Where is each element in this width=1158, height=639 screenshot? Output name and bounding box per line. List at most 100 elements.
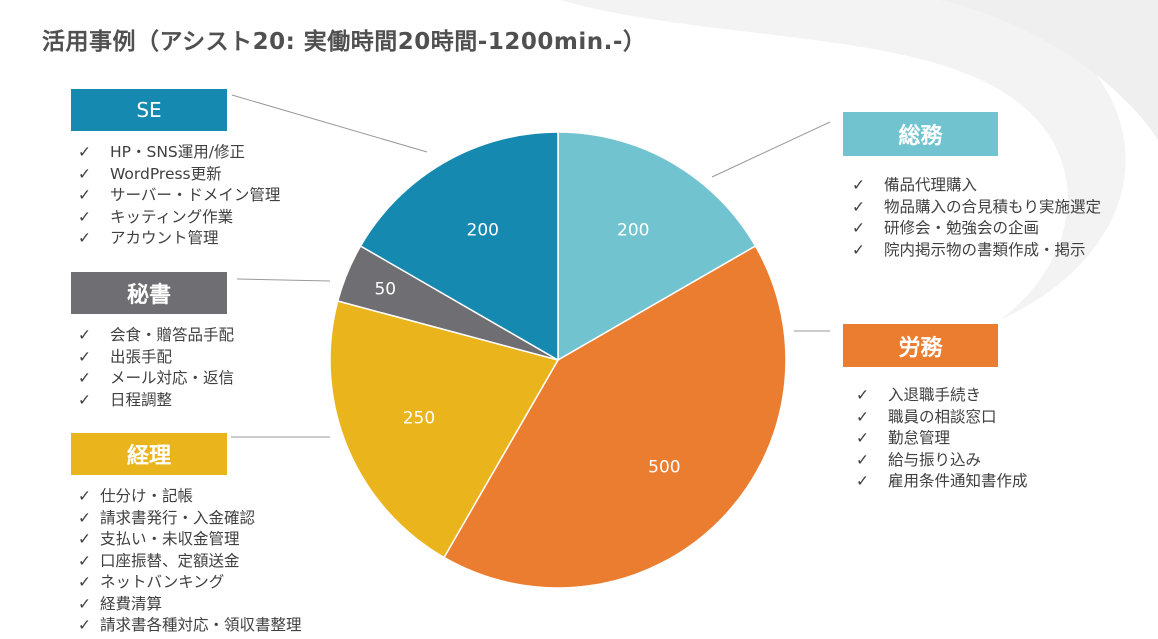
task-item: ✓ 口座振替、定額送金 <box>78 551 302 573</box>
check-icon: ✓ <box>78 326 91 344</box>
pie-slice <box>329 300 560 559</box>
check-icon: ✓ <box>78 530 91 548</box>
pie-slice-value: 500 <box>648 457 680 477</box>
task-item-label: 日程調整 <box>110 390 173 409</box>
task-item: ✓ 職員の相談窓口 <box>856 407 1028 429</box>
check-icon: ✓ <box>852 219 865 237</box>
category-box-accounting: 経理 <box>71 433 227 475</box>
task-item-label: 物品購入の合見積もり実施選定 <box>884 197 1102 216</box>
check-icon: ✓ <box>852 240 865 259</box>
connector-general-affairs <box>711 121 831 178</box>
check-icon: ✓ <box>78 594 91 613</box>
task-item-label: 院内掲示物の書類作成・掲示 <box>884 240 1086 259</box>
task-item-label: サーバー・ドメイン管理 <box>110 186 281 204</box>
task-item-label: アカウント管理 <box>110 229 219 247</box>
task-item: ✓ 勤怠管理 <box>856 428 1028 450</box>
pie-slice-value: 250 <box>403 409 435 429</box>
check-icon: ✓ <box>78 186 91 204</box>
category-label-se: SE <box>136 98 162 122</box>
category-label-general-affairs: 総務 <box>898 124 943 149</box>
task-item-label: WordPress更新 <box>110 164 222 183</box>
task-item: ✓ 請求書各種対応・領収書整理 <box>78 615 302 637</box>
pie-slice-value: 50 <box>374 279 396 299</box>
category-label-labor: 労務 <box>898 335 943 361</box>
task-item: ✓ メール対応・返信 <box>78 368 234 390</box>
task-item: ✓ 会食・贈答品手配 <box>78 325 234 347</box>
task-item: ✓ 物品購入の合見積もり実施選定 <box>852 197 1101 219</box>
category-label-secretary: 秘書 <box>126 283 171 308</box>
pie-slice <box>557 131 757 362</box>
task-list-general-affairs: ✓ 備品代理購入 ✓ 物品購入の合見積もり実施選定 ✓ 研修会・勉強会の企画 ✓ 院内掲示物の… <box>852 175 1101 261</box>
task-item-label: メール対応・返信 <box>110 369 235 387</box>
task-item-label: 請求書各種対応・領収書整理 <box>100 616 302 634</box>
task-item: ✓ ネットバンキング <box>78 572 302 594</box>
check-icon: ✓ <box>856 450 869 469</box>
task-item-label: 入退職手続き <box>888 386 982 404</box>
task-item: ✓ 研修会・勉強会の企画 <box>852 218 1101 240</box>
task-item-label: 研修会・勉強会の企画 <box>884 219 1040 237</box>
check-icon: ✓ <box>78 143 91 161</box>
check-icon: ✓ <box>856 386 869 404</box>
category-box-secretary: 秘書 <box>71 272 227 314</box>
check-icon: ✓ <box>78 207 91 226</box>
check-icon: ✓ <box>78 616 91 634</box>
check-icon: ✓ <box>78 508 91 527</box>
task-item-label: 備品代理購入 <box>884 176 978 194</box>
pie-slice-value: 200 <box>467 221 499 241</box>
check-icon: ✓ <box>78 551 91 570</box>
task-item: ✓ サーバー・ドメイン管理 <box>78 185 280 207</box>
task-list-labor: ✓ 入退職手続き ✓ 職員の相談窓口 ✓ 勤怠管理 ✓ 給与振り込み ✓ 雇用条件通知書作成 <box>856 385 1028 493</box>
task-item: ✓ 院内掲示物の書類作成・掲示 <box>852 240 1101 262</box>
task-item-label: 会食・贈答品手配 <box>110 326 235 344</box>
check-icon: ✓ <box>856 472 869 490</box>
connector-se <box>231 94 428 153</box>
task-item: ✓ 給与振り込み <box>856 450 1028 472</box>
task-item-label: 出張手配 <box>110 347 173 366</box>
check-icon: ✓ <box>78 390 91 409</box>
task-item: ✓ 備品代理購入 <box>852 175 1101 197</box>
task-item-label: 仕分け・記帳 <box>100 487 194 505</box>
task-item-label: ネットバンキング <box>100 573 225 591</box>
task-item-label: 口座振替、定額送金 <box>100 551 240 570</box>
task-item: ✓ 支払い・未収金管理 <box>78 529 302 551</box>
task-item: ✓ 日程調整 <box>78 390 234 412</box>
category-label-accounting: 経理 <box>126 444 171 469</box>
task-item: ✓ 出張手配 <box>78 347 234 369</box>
check-icon: ✓ <box>78 487 91 505</box>
check-icon: ✓ <box>78 347 91 366</box>
task-item: ✓ HP・SNS運用/修正 <box>78 142 280 164</box>
task-item-label: 支払い・未収金管理 <box>100 530 240 548</box>
category-box-general-affairs: 総務 <box>843 112 998 156</box>
task-list-accounting: ✓ 仕分け・記帳 ✓ 請求書発行・入金確認 ✓ 支払い・未収金管理 ✓ 口座振替、定額送金 ✓ ネ… <box>78 486 302 637</box>
task-item-label: 給与振り込み <box>888 450 982 469</box>
pie-slice-value: 200 <box>617 221 649 241</box>
task-item-label: 職員の相談窓口 <box>888 407 997 426</box>
check-icon: ✓ <box>78 573 91 591</box>
pie-slice <box>359 131 559 362</box>
task-item-label: 勤怠管理 <box>888 429 951 447</box>
page-title: 活用事例（アシスト20: 実働時間20時間-1200min.-） <box>42 29 647 55</box>
task-list-secretary: ✓ 会食・贈答品手配 ✓ 出張手配 ✓ メール対応・返信 ✓ 日程調整 <box>78 325 234 411</box>
check-icon: ✓ <box>852 197 865 216</box>
category-box-se: SE <box>71 89 227 131</box>
check-icon: ✓ <box>78 229 91 247</box>
task-item: ✓ 仕分け・記帳 <box>78 486 302 508</box>
check-icon: ✓ <box>852 176 865 194</box>
task-item: ✓ 経費清算 <box>78 594 302 616</box>
task-list-se: ✓ HP・SNS運用/修正 ✓ WordPress更新 ✓ サーバー・ドメイン管理 ✓ キッテ… <box>78 142 280 250</box>
check-icon: ✓ <box>856 429 869 447</box>
task-item: ✓ 入退職手続き <box>856 385 1028 407</box>
task-item: ✓ 雇用条件通知書作成 <box>856 471 1028 493</box>
check-icon: ✓ <box>78 369 91 387</box>
pie-slice <box>442 244 787 589</box>
task-item: ✓ アカウント管理 <box>78 228 280 250</box>
task-item-label: HP・SNS運用/修正 <box>110 143 245 161</box>
task-item: ✓ 請求書発行・入金確認 <box>78 508 302 530</box>
check-icon: ✓ <box>856 407 869 426</box>
task-item: ✓ WordPress更新 <box>78 164 280 186</box>
check-icon: ✓ <box>78 164 91 183</box>
task-item-label: 請求書発行・入金確認 <box>100 508 256 527</box>
category-box-labor: 労務 <box>843 324 998 367</box>
